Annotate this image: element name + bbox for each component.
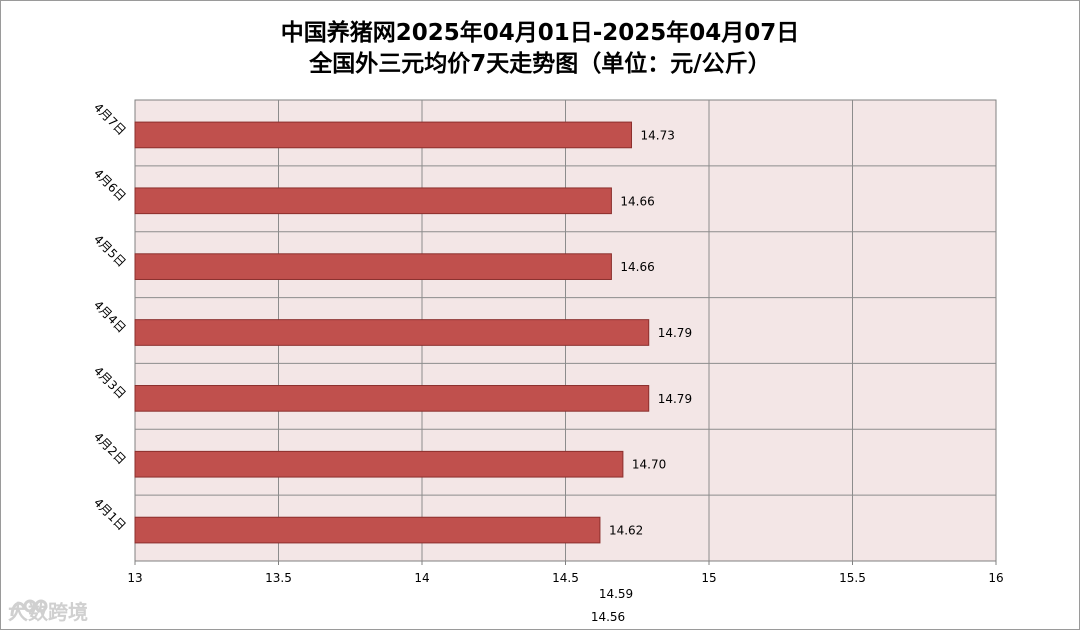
y-category-label: 4月3日 (91, 364, 129, 402)
chart-title-line2: 全国外三元均价7天走势图（单位：元/公斤） (309, 51, 771, 77)
bar (134, 450, 624, 478)
x-tick-label: 15.5 (839, 571, 866, 585)
y-category-label: 4月4日 (91, 298, 129, 336)
data-label: 14.73 (641, 128, 675, 142)
bar (134, 121, 633, 149)
data-label: 14.79 (658, 326, 692, 340)
chart-title: 中国养猪网2025年04月01日-2025年04月07日 全国外三元均价7天走势… (0, 18, 1080, 80)
y-category-label: 4月2日 (91, 430, 129, 468)
x-tick-label: 13 (127, 571, 142, 585)
data-label: 14.79 (658, 392, 692, 406)
bar (134, 319, 650, 346)
data-label: 14.62 (609, 524, 643, 538)
y-category-label: 4月1日 (91, 495, 129, 533)
watermark-logo-icon (10, 599, 48, 617)
y-category-label: 4月7日 (91, 100, 129, 138)
extra-label: 14.56 (591, 610, 625, 624)
bar (134, 385, 650, 412)
x-tick-label: 14.5 (552, 571, 579, 585)
x-tick-label: 15 (701, 571, 716, 585)
watermark: 大数跨境 (8, 596, 88, 625)
data-label: 14.66 (620, 260, 654, 274)
x-tick-label: 13.5 (265, 571, 292, 585)
data-label: 14.66 (620, 194, 654, 208)
bar (134, 187, 612, 215)
chart-title-line1: 中国养猪网2025年04月01日-2025年04月07日 (280, 20, 800, 46)
bar (134, 516, 601, 544)
y-category-label: 4月6日 (91, 166, 129, 204)
x-tick-label: 16 (988, 571, 1003, 585)
extra-label: 14.59 (599, 587, 633, 601)
bar (134, 253, 612, 280)
x-tick-label: 14 (414, 571, 429, 585)
y-category-label: 4月5日 (91, 232, 129, 270)
data-label: 14.70 (632, 458, 666, 472)
